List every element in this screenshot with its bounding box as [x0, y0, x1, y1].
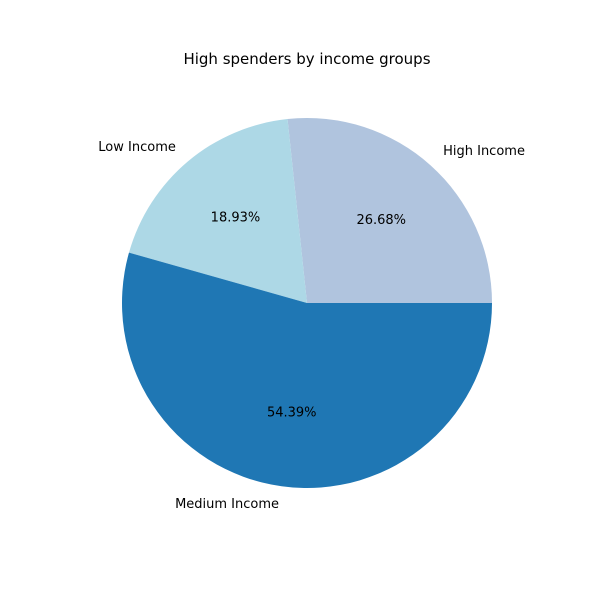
pct-label-medium-income: 54.39%: [267, 405, 317, 420]
slice-label-high-income: High Income: [443, 144, 525, 159]
pie-slice-medium-income: [122, 252, 493, 488]
slice-label-low-income: Low Income: [98, 140, 176, 155]
pct-label-high-income: 26.68%: [356, 213, 406, 228]
pie-slice-low-income: [128, 119, 307, 303]
pie-slice-high-income: [287, 118, 492, 303]
chart-title: High spenders by income groups: [183, 50, 430, 68]
slice-label-medium-income: Medium Income: [175, 497, 279, 512]
pct-label-low-income: 18.93%: [211, 211, 261, 226]
pie-labels: High Income 26.68% Low Income 18.93% Medium …: [98, 140, 525, 512]
pie-slices: [122, 118, 493, 488]
